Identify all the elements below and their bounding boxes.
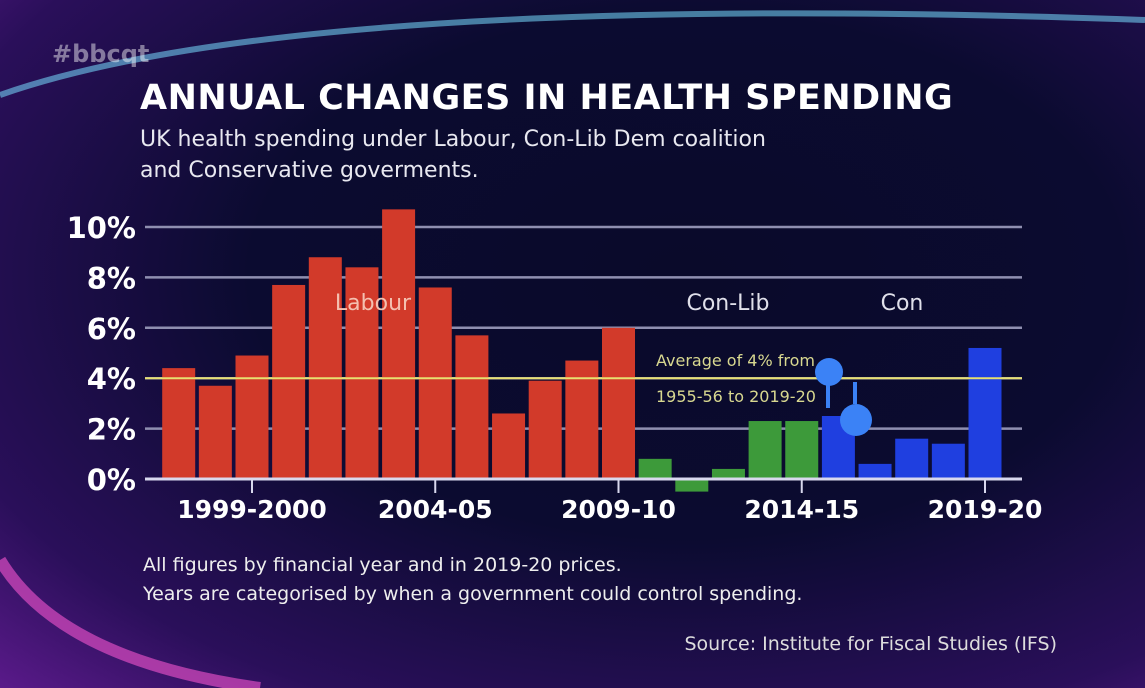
cursor-stem — [853, 382, 857, 404]
government-label: Con — [881, 291, 924, 316]
government-label: Labour — [335, 291, 412, 316]
source-note: Source: Institute for Fiscal Studies (IF… — [684, 633, 1057, 655]
bar-con-lib — [711, 468, 745, 479]
y-tick-label: 10% — [67, 211, 136, 245]
x-tick-label: 2009-10 — [561, 495, 676, 524]
bar-con — [895, 438, 929, 479]
bar-con-lib — [785, 421, 819, 479]
x-tick-label: 1999-2000 — [177, 495, 327, 524]
chart-subtitle: UK health spending under Labour, Con-Lib… — [140, 124, 766, 186]
x-tick-label: 2019-20 — [928, 495, 1043, 524]
y-tick-label: 4% — [87, 362, 136, 396]
y-tick-label: 8% — [87, 261, 136, 295]
bar-labour — [602, 327, 635, 479]
average-label: 1955-56 to 2019-20 — [656, 387, 816, 406]
bar-labour — [198, 385, 232, 479]
bar-labour — [418, 287, 452, 479]
selection-handle-icon — [815, 358, 843, 386]
subtitle-line: and Conservative goverments. — [140, 158, 479, 183]
bar-labour — [528, 380, 562, 479]
x-tick-label: 2004-05 — [378, 495, 493, 524]
y-tick-label: 2% — [87, 413, 136, 447]
y-tick-label: 0% — [87, 463, 136, 497]
bar-labour — [565, 360, 599, 479]
footnotes: All figures by financial year and in 201… — [143, 551, 802, 609]
bar-con-lib — [748, 421, 782, 479]
subtitle-line: UK health spending under Labour, Con-Lib… — [140, 127, 766, 152]
bar-labour — [308, 257, 342, 479]
hashtag-watermark: #bbcqt — [52, 40, 150, 68]
chart-title: ANNUAL CHANGES IN HEALTH SPENDING — [140, 78, 954, 118]
bar-labour — [235, 355, 269, 479]
bar-con — [968, 347, 1002, 479]
decorative-arc-pink — [0, 556, 261, 688]
bar-con — [931, 443, 965, 479]
government-label: Con-Lib — [686, 291, 769, 316]
bar-labour — [345, 267, 379, 479]
average-label: Average of 4% from — [656, 351, 815, 370]
bar-labour — [382, 209, 416, 480]
bar-labour — [455, 335, 489, 479]
selection-handle-icon — [840, 404, 872, 436]
bar-con — [858, 463, 892, 479]
bar-labour — [272, 284, 306, 479]
bar-labour — [162, 368, 196, 479]
decorative-arc-cyan — [0, 10, 1145, 98]
y-tick-label: 6% — [87, 312, 136, 346]
bar-labour — [492, 413, 526, 479]
bar-con-lib — [638, 458, 672, 479]
cursor-stem — [826, 383, 830, 408]
footnote: Years are categorised by when a governme… — [143, 583, 803, 605]
x-tick-label: 2014-15 — [744, 495, 859, 524]
footnote: All figures by financial year and in 201… — [143, 554, 622, 576]
bar-con-lib — [675, 479, 709, 492]
